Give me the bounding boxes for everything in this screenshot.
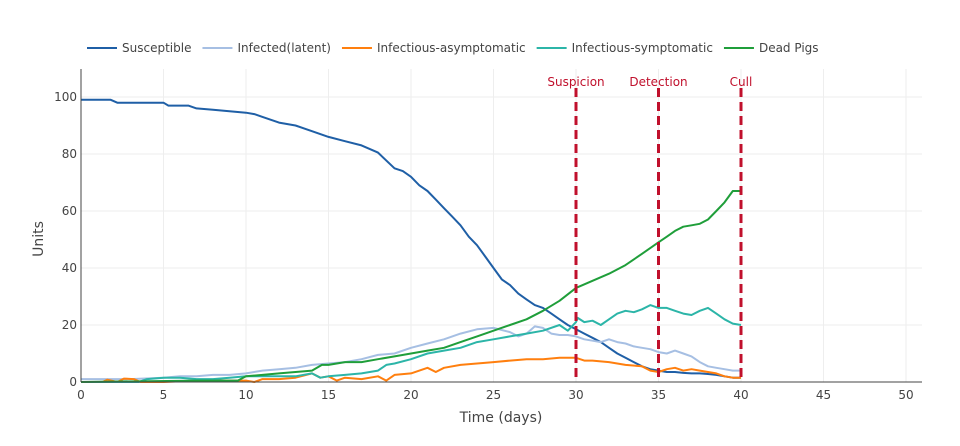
x-tick-label: 0 [77,388,85,402]
x-tick-label: 15 [321,388,336,402]
annotation-label-cull: Cull [730,75,753,89]
x-tick-label: 50 [898,388,913,402]
axis-layer: 0 5 10 15 20 25 30 35 40 45 50 0 20 40 60 80 100 [54,69,922,402]
annotation-layer: Suspicion Detection Cull [547,75,752,382]
x-tick-label: 45 [816,388,831,402]
x-axis-title: Time (days) [459,410,543,426]
legend-item-infectious-symptomatic[interactable]: Infectious-symptomatic [536,41,713,55]
legend-label: Infectious-asymptomatic [377,41,526,55]
y-tick-label: 60 [62,204,77,218]
series-line-dead-pigs [80,190,741,383]
x-tick-label: 40 [733,388,748,402]
x-tick-label: 25 [486,388,501,402]
x-tick-label: 5 [160,388,168,402]
legend[interactable]: Susceptible Infected(latent) Infectious-as… [87,41,819,55]
legend-label: Dead Pigs [759,41,819,55]
legend-label: Susceptible [122,41,191,55]
annotation-label-suspicion: Suspicion [547,75,604,89]
y-tick-label: 20 [62,318,77,332]
legend-label: Infectious-symptomatic [572,41,713,55]
annotation-label-detection: Detection [629,75,687,89]
x-tick-label: 35 [651,388,666,402]
y-axis-title: Units [31,221,47,257]
y-tick-label: 100 [54,90,77,104]
y-tick-label: 0 [69,375,77,389]
grid-layer [81,69,922,382]
x-tick-label: 30 [568,388,583,402]
legend-item-infected-latent-[interactable]: Infected(latent) [202,41,331,55]
x-tick-label: 20 [403,388,418,402]
series-line-infected-latent- [81,325,741,381]
legend-item-infectious-asymptomatic[interactable]: Infectious-asymptomatic [341,41,526,55]
legend-item-dead-pigs[interactable]: Dead Pigs [723,41,819,55]
y-tick-label: 80 [62,147,77,161]
y-tick-label: 40 [62,261,77,275]
x-tick-label: 10 [238,388,253,402]
legend-item-susceptible[interactable]: Susceptible [87,41,191,55]
legend-label: Infected(latent) [237,41,331,55]
